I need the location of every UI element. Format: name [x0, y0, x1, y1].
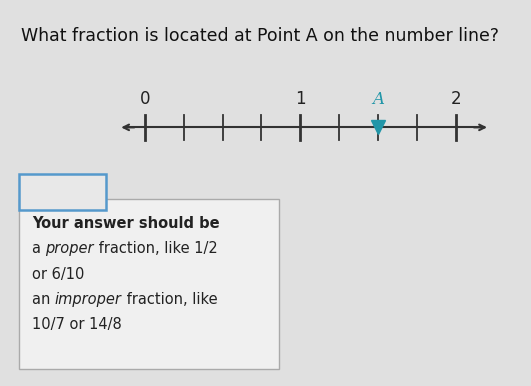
Text: 10/7 or 14/8: 10/7 or 14/8	[32, 317, 122, 332]
Text: Your answer should be: Your answer should be	[32, 217, 219, 231]
Text: an: an	[32, 292, 55, 306]
Text: A: A	[372, 91, 384, 108]
Text: fraction, like: fraction, like	[122, 292, 217, 306]
Text: a: a	[32, 242, 46, 256]
Text: 2: 2	[450, 90, 461, 108]
Text: or 6/10: or 6/10	[32, 267, 84, 281]
Text: fraction, like 1/2: fraction, like 1/2	[94, 242, 218, 256]
Text: improper: improper	[55, 292, 122, 306]
Text: What fraction is located at Point A on the number line?: What fraction is located at Point A on t…	[21, 27, 499, 45]
Text: proper: proper	[46, 242, 94, 256]
Text: 0: 0	[140, 90, 150, 108]
Text: 1: 1	[295, 90, 305, 108]
